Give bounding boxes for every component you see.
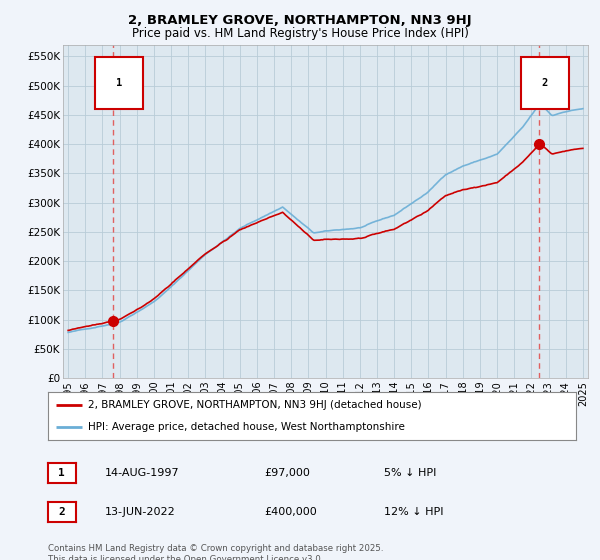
Text: Contains HM Land Registry data © Crown copyright and database right 2025.
This d: Contains HM Land Registry data © Crown c… [48, 544, 383, 560]
Text: 5% ↓ HPI: 5% ↓ HPI [384, 468, 436, 478]
Text: 2, BRAMLEY GROVE, NORTHAMPTON, NN3 9HJ: 2, BRAMLEY GROVE, NORTHAMPTON, NN3 9HJ [128, 14, 472, 27]
Text: 2: 2 [58, 507, 65, 517]
Text: Price paid vs. HM Land Registry's House Price Index (HPI): Price paid vs. HM Land Registry's House … [131, 27, 469, 40]
Text: 1: 1 [116, 78, 122, 88]
Text: 14-AUG-1997: 14-AUG-1997 [105, 468, 179, 478]
Text: 13-JUN-2022: 13-JUN-2022 [105, 507, 176, 517]
Text: 2, BRAMLEY GROVE, NORTHAMPTON, NN3 9HJ (detached house): 2, BRAMLEY GROVE, NORTHAMPTON, NN3 9HJ (… [88, 400, 421, 410]
Text: £400,000: £400,000 [264, 507, 317, 517]
Text: 1: 1 [58, 468, 65, 478]
Text: 12% ↓ HPI: 12% ↓ HPI [384, 507, 443, 517]
Text: 2: 2 [542, 78, 548, 88]
Text: HPI: Average price, detached house, West Northamptonshire: HPI: Average price, detached house, West… [88, 422, 404, 432]
Text: £97,000: £97,000 [264, 468, 310, 478]
